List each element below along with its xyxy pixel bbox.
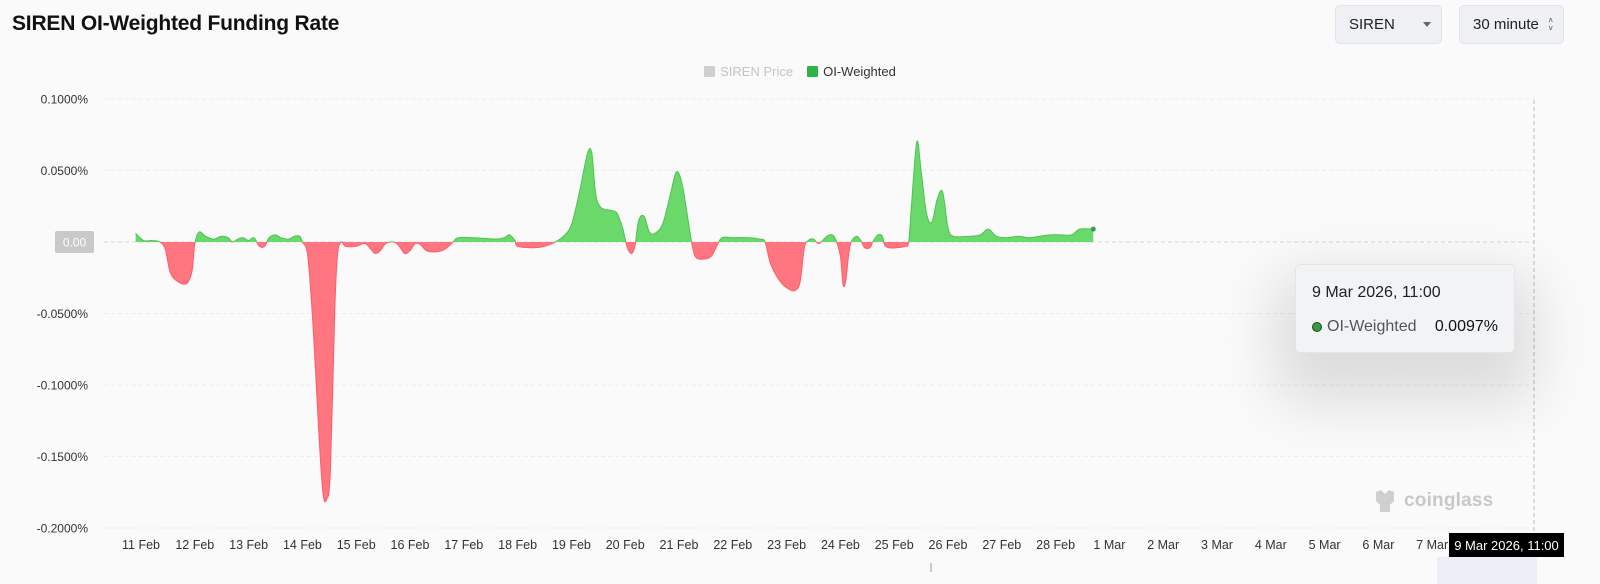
x-tick-label: 24 Feb bbox=[821, 538, 860, 552]
x-tick-label: 21 Feb bbox=[660, 538, 699, 552]
x-tick-label: 2 Mar bbox=[1147, 538, 1179, 552]
positive-line bbox=[135, 140, 1094, 242]
x-tick-label: 7 Mar bbox=[1416, 538, 1448, 552]
chart-overlay bbox=[930, 100, 1535, 572]
y-tick-label: -0.2000% bbox=[37, 522, 89, 536]
coinglass-logo-icon bbox=[1376, 490, 1394, 512]
x-tick-label: 4 Mar bbox=[1255, 538, 1287, 552]
legend-label-price: SIREN Price bbox=[720, 64, 794, 79]
x-tick-label: 3 Mar bbox=[1201, 538, 1233, 552]
watermark-text: coinglass bbox=[1404, 490, 1494, 511]
chart-tooltip: 9 Mar 2026, 11:00 OI-Weighted 0.0097% bbox=[1295, 264, 1515, 353]
crosshair-time-label: 9 Mar 2026, 11:00 bbox=[1449, 533, 1564, 557]
legend-item-siren-price[interactable]: SIREN Price bbox=[704, 64, 793, 79]
chart-legend: SIREN Price OI-Weighted bbox=[0, 64, 1600, 79]
x-tick-label: 18 Feb bbox=[498, 538, 537, 552]
crosshair-axis-highlight bbox=[1437, 557, 1537, 584]
x-tick-label: 11 Feb bbox=[122, 538, 160, 552]
y-tick-label: -0.1500% bbox=[37, 450, 89, 464]
x-tick-label: 23 Feb bbox=[767, 538, 806, 552]
x-tick-label: 13 Feb bbox=[229, 538, 268, 552]
negative-line bbox=[158, 242, 910, 503]
x-tick-label: 25 Feb bbox=[875, 538, 914, 552]
x-tick-label: 22 Feb bbox=[713, 538, 752, 552]
y-zero-badge-bg bbox=[55, 231, 94, 253]
chart-areas bbox=[135, 140, 1094, 503]
x-tick-label: 5 Mar bbox=[1309, 538, 1341, 552]
y-tick-label: 0.1000% bbox=[41, 93, 89, 107]
x-tick-label: 28 Feb bbox=[1036, 538, 1075, 552]
positive-area bbox=[135, 140, 1094, 242]
coinglass-watermark: coinglass bbox=[1372, 488, 1493, 514]
x-tick-label: 26 Feb bbox=[929, 538, 968, 552]
x-tick-label: 12 Feb bbox=[175, 538, 214, 552]
tooltip-value: 0.0097% bbox=[1434, 318, 1498, 335]
x-tick-label: 19 Feb bbox=[552, 538, 591, 552]
x-tick-label: 6 Mar bbox=[1362, 538, 1394, 552]
y-tick-label: 0.0500% bbox=[41, 164, 89, 178]
tooltip-series-name: OI-Weighted bbox=[1327, 318, 1417, 335]
updown-arrows-icon: ˄ ˅ bbox=[1548, 15, 1553, 33]
series-dot-icon bbox=[1312, 322, 1322, 332]
caret-down-icon bbox=[1423, 22, 1431, 27]
x-tick-label: 17 Feb bbox=[444, 538, 483, 552]
interval-select[interactable]: 30 minute ˄ ˅ bbox=[1459, 5, 1564, 44]
y-zero-badge: 0.00 bbox=[55, 231, 94, 253]
y-axis-ticks: 0.1000% 0.0500% 0.00 -0.0500% -0.1000% -0.150… bbox=[37, 93, 94, 536]
y-tick-label: 0.00 bbox=[63, 236, 87, 250]
tooltip-row: OI-Weighted 0.0097% bbox=[1312, 318, 1498, 336]
x-tick-label: 27 Feb bbox=[982, 538, 1021, 552]
x-tick-label: 16 Feb bbox=[391, 538, 430, 552]
page-title: SIREN OI-Weighted Funding Rate bbox=[12, 12, 340, 35]
tooltip-time: 9 Mar 2026, 11:00 bbox=[1312, 284, 1441, 301]
legend-item-oi-weighted[interactable]: OI-Weighted bbox=[807, 64, 896, 79]
y-tick-label: -0.0500% bbox=[37, 307, 89, 321]
crosshair-point bbox=[1090, 226, 1096, 232]
x-axis-ticks: 11 Feb 12 Feb 13 Feb 14 Feb 15 Feb 16 Feb 17 F… bbox=[122, 538, 1448, 552]
legend-label-oi: OI-Weighted bbox=[823, 64, 896, 79]
x-tick-label: 1 Mar bbox=[1093, 538, 1125, 552]
legend-swatch-oi bbox=[807, 66, 819, 77]
x-tick-label: 15 Feb bbox=[337, 538, 376, 552]
legend-swatch-price bbox=[704, 66, 716, 77]
y-tick-label: -0.1000% bbox=[37, 379, 89, 393]
x-tick-label: 20 Feb bbox=[606, 538, 645, 552]
negative-area bbox=[135, 242, 1094, 502]
interval-select-value: 30 minute bbox=[1473, 16, 1539, 33]
x-tick-label: 14 Feb bbox=[283, 538, 322, 552]
symbol-select[interactable]: SIREN bbox=[1335, 5, 1442, 44]
symbol-select-value: SIREN bbox=[1349, 16, 1395, 33]
